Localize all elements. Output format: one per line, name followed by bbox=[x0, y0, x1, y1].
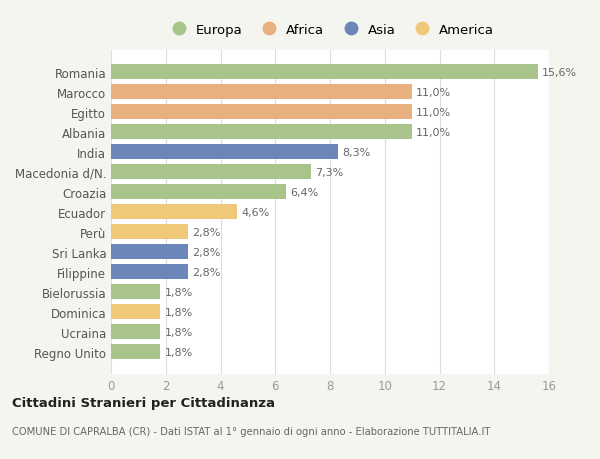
Text: 1,8%: 1,8% bbox=[164, 347, 193, 357]
Bar bbox=[111, 165, 311, 180]
Text: Cittadini Stranieri per Cittadinanza: Cittadini Stranieri per Cittadinanza bbox=[12, 396, 275, 409]
Bar bbox=[111, 145, 338, 160]
Bar bbox=[111, 105, 412, 120]
Bar bbox=[111, 325, 160, 340]
Legend: Europa, Africa, Asia, America: Europa, Africa, Asia, America bbox=[160, 18, 500, 42]
Bar bbox=[111, 205, 237, 220]
Text: 4,6%: 4,6% bbox=[241, 207, 269, 217]
Text: 11,0%: 11,0% bbox=[416, 107, 451, 118]
Bar bbox=[111, 245, 188, 260]
Text: 11,0%: 11,0% bbox=[416, 88, 451, 98]
Text: 11,0%: 11,0% bbox=[416, 128, 451, 138]
Bar bbox=[111, 65, 538, 80]
Text: 2,8%: 2,8% bbox=[192, 247, 220, 257]
Text: 2,8%: 2,8% bbox=[192, 227, 220, 237]
Bar bbox=[111, 344, 160, 359]
Bar bbox=[111, 265, 188, 280]
Text: 15,6%: 15,6% bbox=[542, 67, 577, 78]
Text: COMUNE DI CAPRALBA (CR) - Dati ISTAT al 1° gennaio di ogni anno - Elaborazione T: COMUNE DI CAPRALBA (CR) - Dati ISTAT al … bbox=[12, 426, 490, 436]
Text: 7,3%: 7,3% bbox=[315, 168, 343, 177]
Text: 1,8%: 1,8% bbox=[164, 287, 193, 297]
Text: 2,8%: 2,8% bbox=[192, 267, 220, 277]
Text: 1,8%: 1,8% bbox=[164, 327, 193, 337]
Text: 1,8%: 1,8% bbox=[164, 307, 193, 317]
Bar bbox=[111, 304, 160, 319]
Bar bbox=[111, 185, 286, 200]
Text: 8,3%: 8,3% bbox=[343, 147, 371, 157]
Bar bbox=[111, 225, 188, 240]
Bar bbox=[111, 125, 412, 140]
Bar bbox=[111, 285, 160, 300]
Text: 6,4%: 6,4% bbox=[290, 187, 319, 197]
Bar bbox=[111, 85, 412, 100]
